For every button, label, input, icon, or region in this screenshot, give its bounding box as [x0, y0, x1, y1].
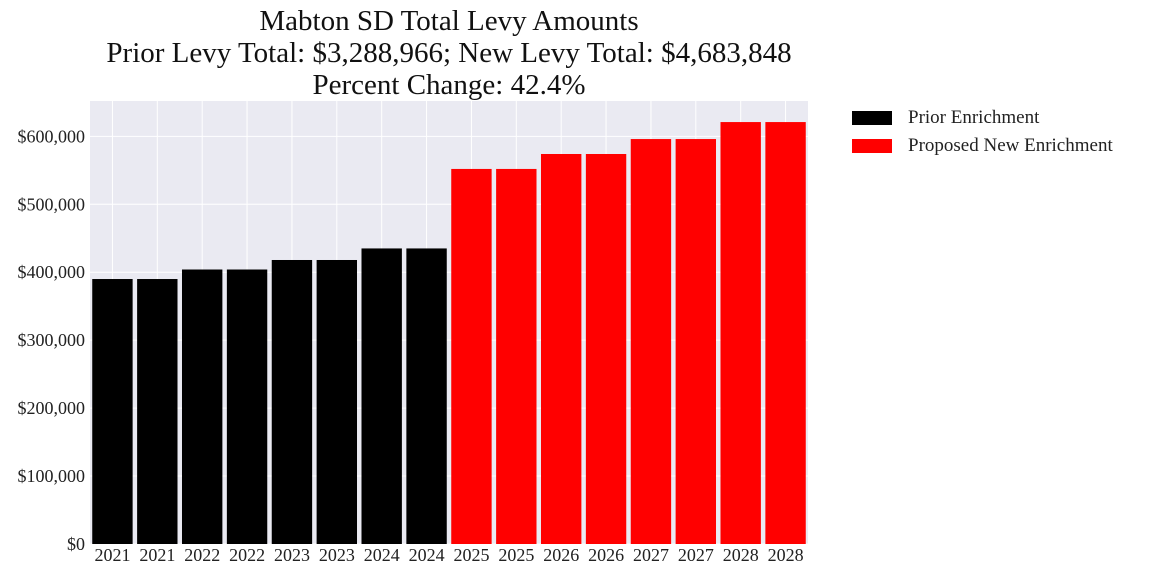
y-tick-label: $200,000: [18, 398, 86, 418]
bar-2025-proposed: [496, 168, 537, 545]
bar-2021-prior: [92, 279, 133, 544]
x-axis-tick-labels: 2021 2021 2022 2022 2023 2023 2024 2024 2025 2025…: [94, 545, 803, 565]
x-tick-label: 2027: [633, 545, 669, 565]
x-tick-label: 2027: [678, 545, 714, 565]
x-tick-label: 2026: [588, 545, 624, 565]
legend: Prior Enrichment Proposed New Enrichment: [852, 104, 1113, 160]
bar-2028-proposed: [765, 122, 806, 545]
bar-2027-proposed: [630, 139, 672, 544]
bar-2023-prior: [316, 259, 358, 544]
legend-item-proposed: Proposed New Enrichment: [852, 132, 1113, 160]
bar-2024-prior: [406, 248, 447, 544]
y-tick-label: $0: [67, 534, 85, 554]
legend-swatch-proposed: [852, 139, 892, 153]
y-tick-label: $300,000: [18, 330, 86, 350]
bar-2022-prior: [181, 269, 223, 544]
legend-label-prior: Prior Enrichment: [908, 107, 1040, 128]
bar-2024-prior: [361, 248, 402, 544]
x-tick-label: 2023: [274, 545, 310, 565]
x-tick-label: 2026: [543, 545, 579, 565]
bar-2028-proposed: [720, 122, 761, 545]
bar-2026-proposed: [540, 153, 582, 544]
legend-item-prior: Prior Enrichment: [852, 104, 1113, 132]
x-tick-label: 2028: [768, 545, 804, 565]
bar-2023-prior: [271, 259, 313, 544]
chart-title-block: Mabton SD Total Levy Amounts Prior Levy …: [88, 5, 810, 101]
bar-2027-proposed: [675, 139, 717, 544]
bars: [92, 122, 806, 545]
x-tick-label: 2021: [94, 545, 130, 565]
legend-label-proposed: Proposed New Enrichment: [908, 135, 1113, 156]
legend-swatch-prior: [852, 111, 892, 125]
chart-title: Mabton SD Total Levy Amounts: [259, 5, 639, 37]
y-tick-label: $500,000: [18, 194, 86, 214]
x-tick-label: 2022: [229, 545, 265, 565]
x-tick-label: 2021: [139, 545, 175, 565]
x-tick-label: 2025: [453, 545, 489, 565]
x-tick-label: 2028: [723, 545, 759, 565]
x-tick-label: 2023: [319, 545, 355, 565]
x-tick-label: 2024: [409, 545, 445, 565]
x-tick-label: 2025: [498, 545, 534, 565]
x-tick-label: 2022: [184, 545, 220, 565]
bar-2022-prior: [226, 269, 268, 544]
chart-subtitle-line-1: Prior Levy Total: $3,288,966; New Levy T…: [106, 37, 792, 69]
bar-2025-proposed: [451, 168, 492, 545]
bar-2026-proposed: [585, 153, 627, 544]
x-tick-label: 2024: [364, 545, 400, 565]
bar-2021-prior: [137, 279, 178, 544]
chart-subtitle-line-2: Percent Change: 42.4%: [312, 69, 586, 101]
y-axis-tick-labels: $0 $100,000 $200,000 $300,000 $400,000 $500,0…: [18, 126, 86, 554]
y-tick-label: $100,000: [18, 466, 86, 486]
y-tick-label: $600,000: [18, 126, 86, 146]
y-tick-label: $400,000: [18, 262, 86, 282]
